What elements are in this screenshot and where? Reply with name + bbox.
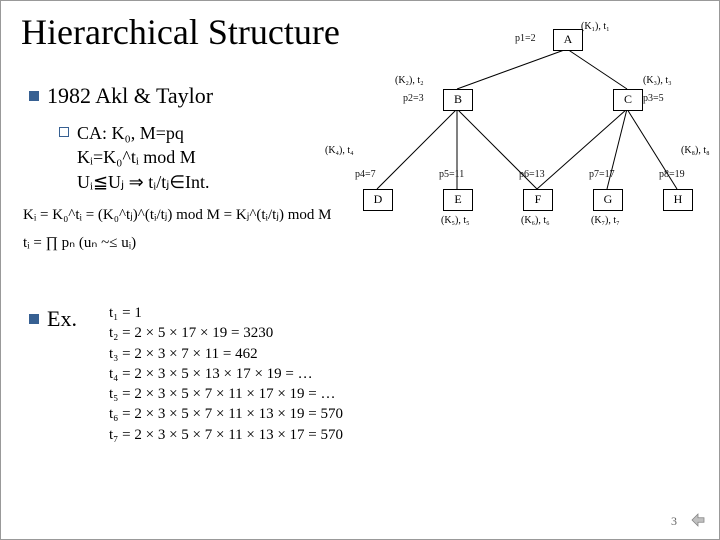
tree-edge-A-C — [567, 49, 627, 89]
t6: t₆ = 2 × 3 × 5 × 7 × 11 × 13 × 19 = 570 — [109, 404, 343, 424]
tree-plabel-e: p5=11 — [439, 169, 464, 180]
tree-plabel-f: p6=13 — [519, 169, 545, 180]
tree-node-c: C — [613, 89, 643, 111]
tree-plabel-g: p7=17 — [589, 169, 615, 180]
ca-line2: Kᵢ=K₀^tᵢ mod M — [77, 147, 196, 167]
tree-plabel-a: p1=2 — [515, 33, 536, 44]
tree-annot-a: (K₁), t₁ — [581, 21, 610, 32]
slide-title: Hierarchical Structure — [21, 11, 340, 53]
tree-node-f: F — [523, 189, 553, 211]
t5: t₅ = 2 × 3 × 5 × 7 × 11 × 17 × 19 = … — [109, 384, 343, 404]
page-number: 3 — [671, 514, 677, 529]
tree-node-d: D — [363, 189, 393, 211]
ex-list: t₁ = 1 t₂ = 2 × 5 × 17 × 19 = 3230 t₃ = … — [109, 303, 343, 445]
section1-text: 1982 Akl & Taylor — [47, 83, 213, 108]
t3: t₃ = 2 × 3 × 7 × 11 = 462 — [109, 344, 343, 364]
t7: t₇ = 2 × 3 × 5 × 7 × 11 × 13 × 17 = 570 — [109, 425, 343, 445]
t4: t₄ = 2 × 3 × 5 × 13 × 17 × 19 = … — [109, 364, 343, 384]
tree-plabel-d: p4=7 — [355, 169, 376, 180]
tree-edges-svg — [321, 11, 711, 311]
tree-plabel-c: p3=5 — [643, 93, 664, 104]
formula2: tᵢ = ∏ pₙ (uₙ ~≤ uᵢ) — [23, 234, 331, 254]
t2: t₂ = 2 × 5 × 17 × 19 = 3230 — [109, 323, 343, 343]
tree-diagram: A(K₁), t₁ p1=2 B (K₂), t₂ p2=3 C(K₃), t₃ p3=5 D… — [321, 11, 711, 311]
t1: t₁ = 1 — [109, 303, 343, 323]
formula-block: Kᵢ = K₀^tᵢ = (K₀^tⱼ)^(tᵢ/tⱼ) mod M = Kⱼ^… — [23, 206, 331, 253]
tree-annot-b: (K₂), t₂ — [395, 75, 424, 86]
tree-annot-d: (K₄), t₄ — [325, 145, 354, 156]
ca-block: CA: K₀, M=pq Kᵢ=K₀^tᵢ mod M Uᵢ≦Uⱼ ⇒ tᵢ/t… — [59, 121, 210, 194]
tree-node-g: G — [593, 189, 623, 211]
tree-annot-f: (K₆), t₆ — [521, 215, 550, 226]
formula1: Kᵢ = K₀^tᵢ = (K₀^tⱼ)^(tᵢ/tⱼ) mod M = Kⱼ^… — [23, 206, 331, 226]
ex-label: Ex. — [47, 306, 77, 331]
tree-annot-h: (K₈), t₈ — [681, 145, 710, 156]
square-bullet-icon — [29, 91, 39, 101]
ca-line3: Uᵢ≦Uⱼ ⇒ tᵢ/tⱼ∈Int. — [77, 172, 210, 192]
tree-edge-A-B — [457, 49, 567, 89]
bullet-1982: 1982 Akl & Taylor — [29, 83, 213, 109]
tree-annot-e: (K₅), t₅ — [441, 215, 470, 226]
tree-node-h: H — [663, 189, 693, 211]
hollow-bullet-icon — [59, 127, 69, 137]
tree-plabel-b: p2=3 — [403, 93, 424, 104]
square-bullet-icon — [29, 314, 39, 324]
tree-node-e: E — [443, 189, 473, 211]
tree-annot-c: (K₃), t₃ — [643, 75, 672, 86]
bullet-ex: Ex. — [29, 306, 77, 332]
return-icon[interactable] — [689, 511, 707, 529]
tree-annot-g: (K₇), t₇ — [591, 215, 620, 226]
tree-node-b: B — [443, 89, 473, 111]
tree-plabel-h: p8=19 — [659, 169, 685, 180]
tree-node-a: A — [553, 29, 583, 51]
ca-line1: CA: K₀, M=pq — [77, 123, 184, 143]
